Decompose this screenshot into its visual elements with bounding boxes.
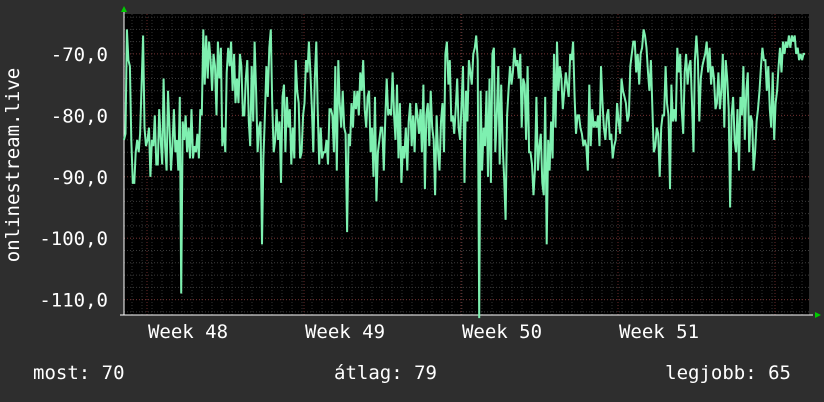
stat-best: legjobb: 65 — [665, 362, 791, 384]
y-tick-label: -100,0 — [39, 228, 108, 250]
y-tick-label: -90,0 — [51, 167, 108, 189]
x-axis-arrow — [815, 312, 821, 318]
y-tick-label: -70,0 — [51, 44, 108, 66]
stats-bar: most: 70 átlag: 79 legjobb: 65 — [0, 360, 824, 390]
x-tick-label: Week 51 — [619, 321, 699, 343]
y-tick-labels: -70,0 -80,0 -90,0 -100,0 -110,0 — [39, 44, 108, 312]
y-axis-arrow — [121, 6, 127, 12]
x-tick-label: Week 48 — [148, 321, 228, 343]
y-axis-label: onlinestream.live — [2, 68, 24, 262]
stat-now: most: 70 — [33, 362, 125, 384]
axes — [120, 6, 821, 318]
x-tick-label: Week 50 — [462, 321, 542, 343]
y-tick-label: -110,0 — [39, 290, 108, 312]
stat-average: átlag: 79 — [334, 362, 437, 384]
x-tick-labels: Week 48 Week 49 Week 50 Week 51 — [148, 321, 699, 343]
y-tick-label: -80,0 — [51, 105, 108, 127]
series-line — [123, 29, 805, 319]
x-tick-label: Week 49 — [305, 321, 385, 343]
